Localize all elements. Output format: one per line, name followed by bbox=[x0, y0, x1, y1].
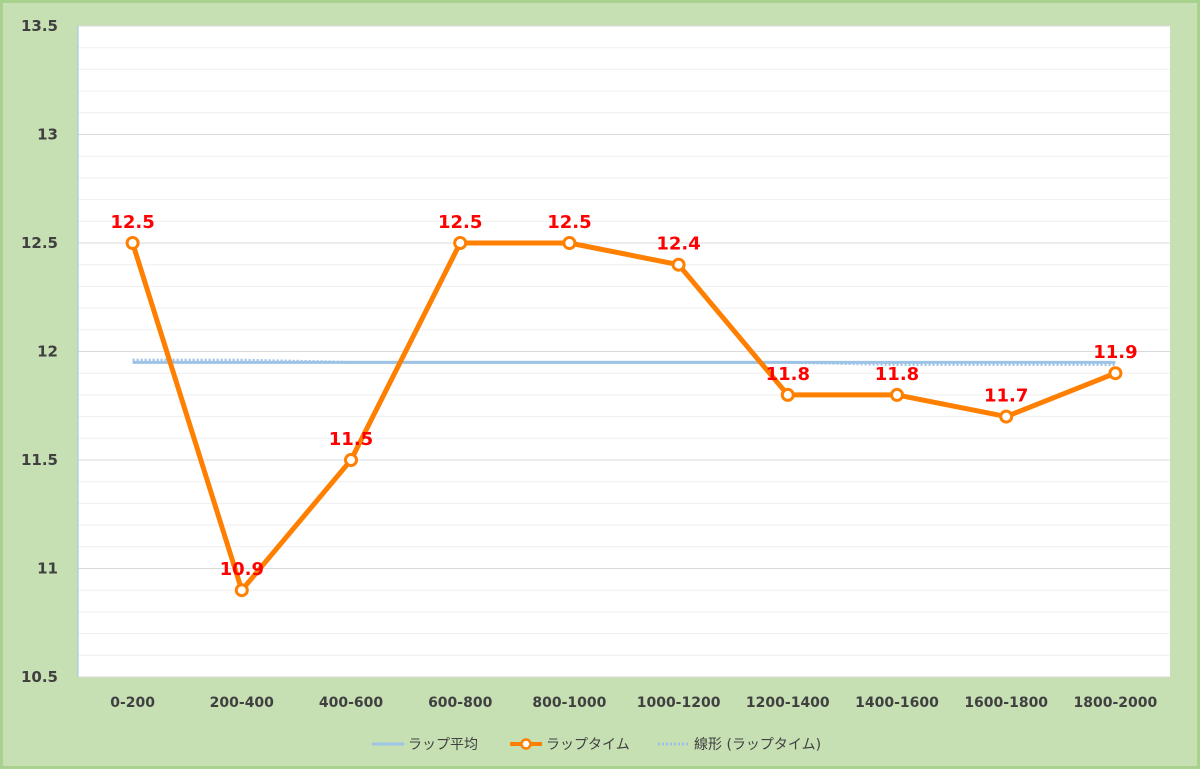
x-tick-label: 1000-1200 bbox=[637, 695, 721, 711]
y-tick-label: 10.5 bbox=[21, 668, 58, 686]
x-tick-label: 1600-1800 bbox=[964, 695, 1048, 711]
data-label: 11.5 bbox=[329, 429, 373, 450]
lap-time-point bbox=[671, 257, 686, 272]
data-label: 11.7 bbox=[984, 386, 1028, 407]
x-tick-label: 1200-1400 bbox=[746, 695, 830, 711]
y-tick-label: 11 bbox=[37, 560, 58, 578]
legend-label: 線形 (ラップタイム) bbox=[694, 737, 821, 753]
y-tick-label: 12.5 bbox=[21, 234, 58, 252]
lap-time-point bbox=[890, 387, 904, 402]
legend-item-lap-time[interactable]: ラップタイム bbox=[510, 737, 630, 753]
x-axis: 0-200 200-400 400-600 600-800 800-1000 1000-1… bbox=[110, 695, 1157, 711]
data-label: 12.5 bbox=[110, 212, 154, 233]
data-label: 10.9 bbox=[220, 559, 264, 580]
legend-label: ラップ平均 bbox=[408, 737, 478, 753]
legend-marker bbox=[520, 738, 532, 750]
lap-time-point bbox=[344, 453, 358, 467]
series-line-lap-time bbox=[130, 240, 1117, 593]
x-tick-label: 400-600 bbox=[319, 695, 384, 711]
y-tick-label: 12 bbox=[37, 343, 58, 361]
y-tick-label: 13 bbox=[37, 126, 58, 144]
legend-item-trend[interactable]: 線形 (ラップタイム) bbox=[658, 737, 821, 753]
x-tick-label: 200-400 bbox=[210, 695, 275, 711]
data-label: 12.5 bbox=[438, 212, 482, 233]
y-tick-label: 11.5 bbox=[21, 451, 58, 469]
data-labels: 12.5 10.9 11.5 12.5 12.5 12.4 11.8 11.8 11.7 11.9 bbox=[110, 212, 1137, 580]
lap-time-point bbox=[125, 236, 140, 250]
lap-time-point bbox=[999, 409, 1014, 424]
x-tick-label: 1800-2000 bbox=[1074, 695, 1158, 711]
lap-time-point bbox=[453, 236, 468, 250]
legend-item-average[interactable]: ラップ平均 bbox=[372, 737, 478, 753]
x-tick-label: 1400-1600 bbox=[855, 695, 939, 711]
x-tick-label: 0-200 bbox=[110, 695, 155, 711]
data-label: 11.8 bbox=[875, 364, 919, 385]
lap-time-point bbox=[780, 387, 795, 402]
data-label: 11.8 bbox=[766, 364, 810, 385]
x-tick-label: 600-800 bbox=[428, 695, 493, 711]
lap-time-point bbox=[1108, 366, 1123, 381]
data-label: 12.4 bbox=[656, 234, 700, 255]
legend: ラップ平均 ラップタイム 線形 (ラップタイム) bbox=[372, 737, 821, 753]
data-label: 12.5 bbox=[547, 212, 591, 233]
lap-time-point bbox=[234, 583, 249, 598]
series-layer bbox=[125, 236, 1123, 598]
x-tick-label: 800-1000 bbox=[532, 695, 606, 711]
lap-time-point bbox=[562, 236, 577, 250]
data-label: 11.9 bbox=[1093, 342, 1137, 363]
legend-label: ラップタイム bbox=[546, 737, 630, 753]
y-tick-label: 13.5 bbox=[21, 17, 58, 35]
y-axis: 10.5 11 11.5 12 12.5 13 13.5 bbox=[21, 17, 58, 686]
